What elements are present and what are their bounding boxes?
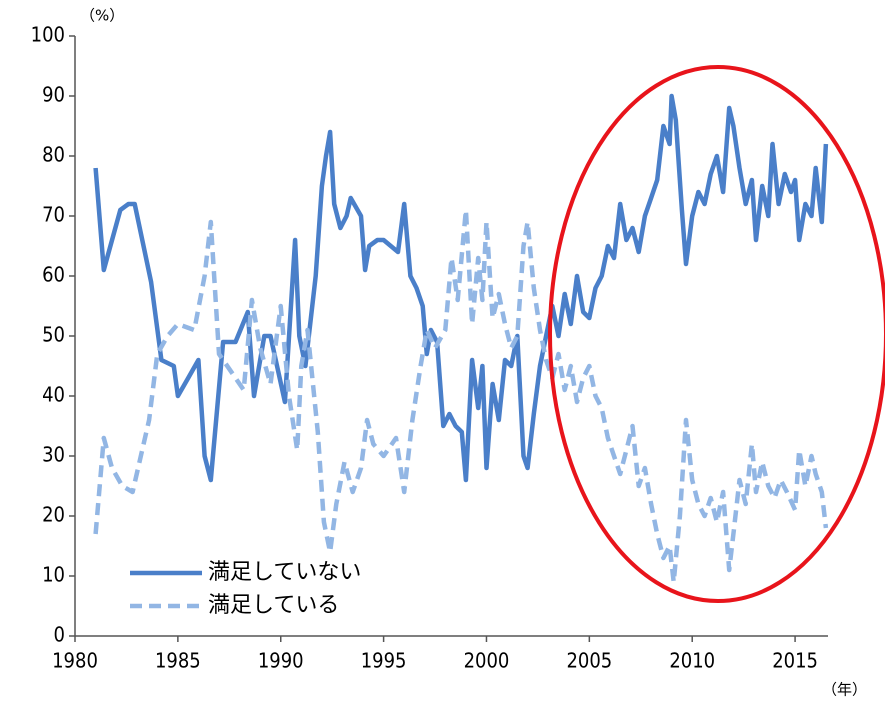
legend-label: 満足していない xyxy=(208,560,361,585)
y-tick-label: 100 xyxy=(31,23,65,47)
y-tick-label: 50 xyxy=(42,323,65,347)
x-tick-label: 2015 xyxy=(772,649,818,673)
y-tick-label: 40 xyxy=(42,383,65,407)
highlight-ellipse xyxy=(548,65,885,603)
y-tick-label: 0 xyxy=(54,623,65,647)
y-tick-label: 70 xyxy=(42,203,65,227)
x-tick-label: 1990 xyxy=(258,649,304,673)
y-tick-label: 60 xyxy=(42,263,65,287)
x-tick-label: 2010 xyxy=(669,649,715,673)
plot-area: 0 10 20 30 40 50 60 70 80 90 100 1980 1985 1990 1995 20… xyxy=(31,23,829,673)
y-tick-label: 20 xyxy=(42,503,65,527)
legend-label: 満足している xyxy=(208,593,339,618)
x-tick-label: 2005 xyxy=(566,649,612,673)
y-tick-label: 90 xyxy=(42,83,65,107)
series-line xyxy=(93,207,829,585)
series-line xyxy=(93,93,829,483)
x-tick-label: 1980 xyxy=(52,649,98,673)
x-tick-label: 1985 xyxy=(155,649,201,673)
y-tick-label: 30 xyxy=(42,443,65,467)
y-tick-label: 10 xyxy=(42,563,65,587)
y-tick-label: 80 xyxy=(42,143,65,167)
x-unit: （年） xyxy=(822,681,867,699)
x-tick-label: 2000 xyxy=(464,649,510,673)
y-unit: （%） xyxy=(80,7,124,25)
x-tick-label: 1995 xyxy=(361,649,407,673)
